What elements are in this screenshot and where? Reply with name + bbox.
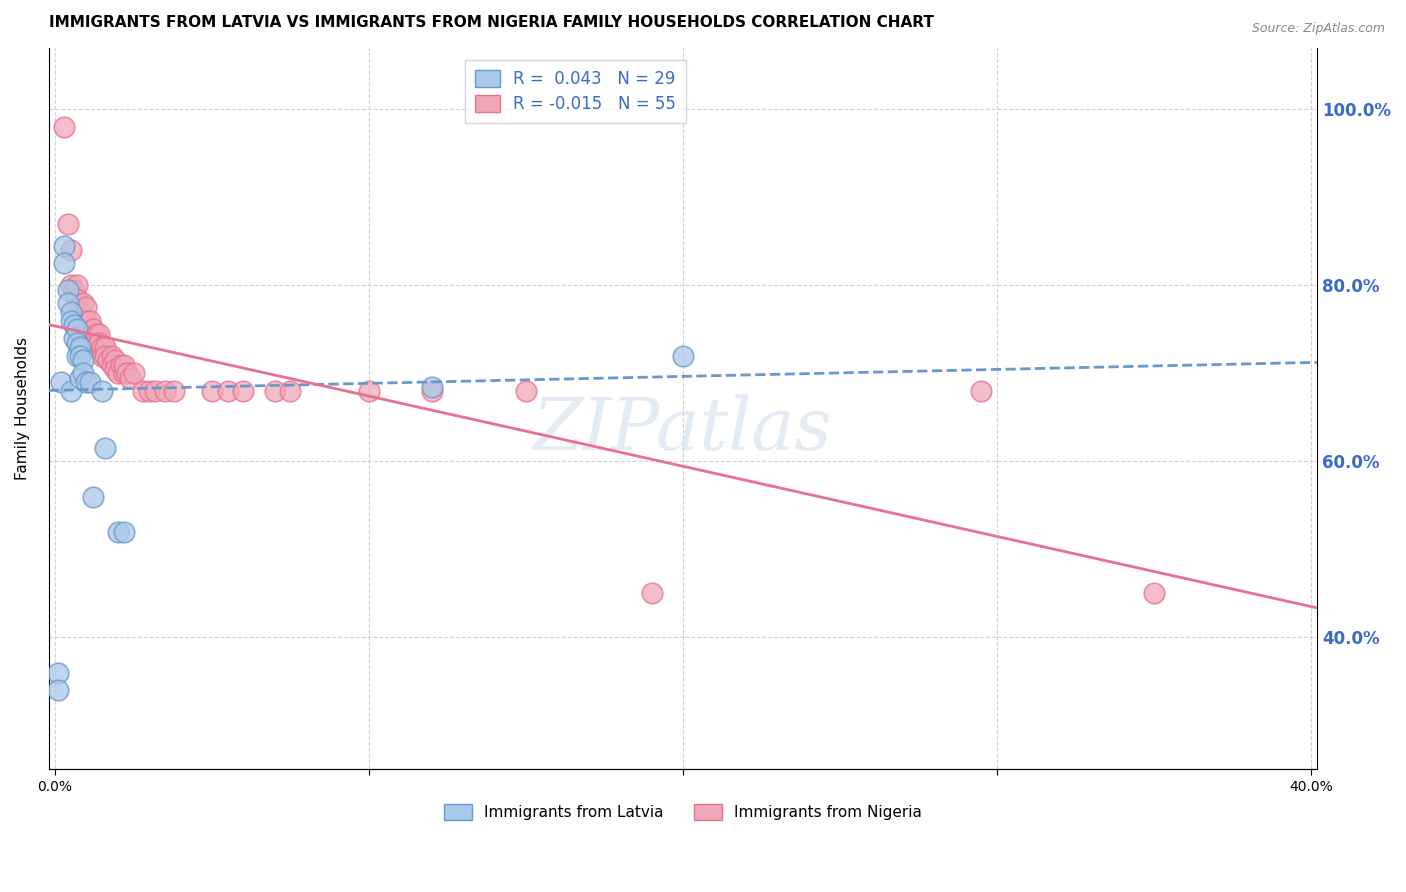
Point xyxy=(72,313,94,327)
Point xyxy=(59,384,82,398)
Point xyxy=(79,324,101,338)
Point xyxy=(110,358,132,372)
Point xyxy=(69,349,91,363)
Point xyxy=(104,353,127,368)
Point xyxy=(63,318,86,332)
Point xyxy=(91,340,114,354)
Point xyxy=(59,278,82,293)
Point xyxy=(84,326,107,341)
Point xyxy=(515,384,537,398)
Point xyxy=(46,665,69,680)
Point xyxy=(72,367,94,381)
Point xyxy=(51,375,73,389)
Point xyxy=(79,331,101,345)
Point xyxy=(122,367,145,381)
Point xyxy=(59,313,82,327)
Point xyxy=(132,384,155,398)
Point xyxy=(100,358,122,372)
Point xyxy=(94,340,117,354)
Point xyxy=(115,367,138,381)
Point xyxy=(97,353,120,368)
Point xyxy=(75,313,97,327)
Point xyxy=(153,384,176,398)
Point xyxy=(107,367,129,381)
Point xyxy=(112,367,135,381)
Point xyxy=(232,384,254,398)
Point xyxy=(66,322,89,336)
Point xyxy=(66,349,89,363)
Point xyxy=(79,375,101,389)
Point xyxy=(84,340,107,354)
Point xyxy=(46,683,69,698)
Point xyxy=(69,371,91,385)
Point xyxy=(82,335,104,350)
Y-axis label: Family Households: Family Households xyxy=(15,337,30,480)
Point xyxy=(79,313,101,327)
Point xyxy=(120,371,142,385)
Point xyxy=(91,384,114,398)
Point xyxy=(217,384,239,398)
Point xyxy=(280,384,302,398)
Point xyxy=(75,375,97,389)
Point xyxy=(72,353,94,368)
Text: Source: ZipAtlas.com: Source: ZipAtlas.com xyxy=(1251,22,1385,36)
Point xyxy=(82,490,104,504)
Point xyxy=(640,586,662,600)
Point xyxy=(263,384,285,398)
Point xyxy=(59,305,82,319)
Point xyxy=(91,349,114,363)
Point xyxy=(75,326,97,341)
Point xyxy=(94,441,117,455)
Point xyxy=(66,292,89,306)
Point xyxy=(163,384,186,398)
Point xyxy=(63,283,86,297)
Point xyxy=(107,524,129,539)
Point xyxy=(357,384,380,398)
Point xyxy=(69,305,91,319)
Point xyxy=(1143,586,1166,600)
Point xyxy=(970,384,993,398)
Point xyxy=(201,384,224,398)
Point xyxy=(82,322,104,336)
Point xyxy=(56,283,79,297)
Point xyxy=(56,296,79,310)
Text: ZIPatlas: ZIPatlas xyxy=(533,395,832,466)
Point xyxy=(420,379,443,393)
Legend: Immigrants from Latvia, Immigrants from Nigeria: Immigrants from Latvia, Immigrants from … xyxy=(439,798,928,827)
Point xyxy=(112,358,135,372)
Point xyxy=(53,120,76,134)
Point xyxy=(420,384,443,398)
Point xyxy=(53,256,76,270)
Point xyxy=(87,326,110,341)
Text: IMMIGRANTS FROM LATVIA VS IMMIGRANTS FROM NIGERIA FAMILY HOUSEHOLDS CORRELATION : IMMIGRANTS FROM LATVIA VS IMMIGRANTS FRO… xyxy=(49,15,934,30)
Point xyxy=(66,335,89,350)
Point xyxy=(104,362,127,376)
Point xyxy=(69,313,91,327)
Point xyxy=(94,349,117,363)
Point xyxy=(59,243,82,257)
Point xyxy=(66,278,89,293)
Point xyxy=(69,340,91,354)
Point xyxy=(75,301,97,315)
Point xyxy=(145,384,167,398)
Point xyxy=(63,331,86,345)
Point xyxy=(87,335,110,350)
Point xyxy=(112,524,135,539)
Point xyxy=(672,349,695,363)
Point xyxy=(138,384,160,398)
Point xyxy=(72,296,94,310)
Point xyxy=(100,349,122,363)
Point xyxy=(56,217,79,231)
Point xyxy=(53,239,76,253)
